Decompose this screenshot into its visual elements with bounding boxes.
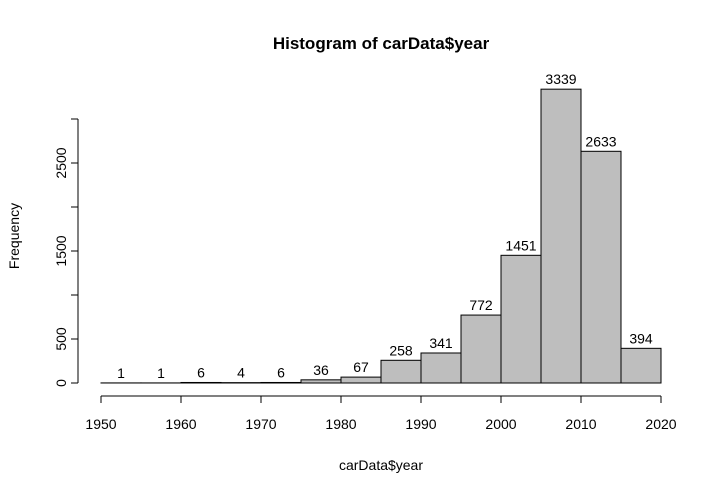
y-tick-label: 0 — [53, 379, 69, 387]
bar-data-label: 6 — [277, 364, 285, 380]
histogram-bar — [500, 254, 542, 384]
bar-data-label: 1 — [117, 365, 125, 381]
x-tick-label: 1950 — [85, 416, 116, 432]
bar-data-label: 67 — [353, 359, 369, 375]
x-tick-label: 2000 — [485, 416, 516, 432]
bar-data-label: 36 — [313, 362, 329, 378]
x-tick-label: 1990 — [405, 416, 436, 432]
x-tick-label: 1980 — [325, 416, 356, 432]
bar-data-label: 1451 — [505, 237, 536, 253]
x-tick-label: 2020 — [645, 416, 676, 432]
bars-group — [100, 88, 662, 384]
bar-data-label: 394 — [629, 330, 653, 346]
bar-data-label: 341 — [429, 335, 453, 351]
y-axis-label: Frequency — [6, 203, 22, 269]
histogram-bar — [340, 376, 382, 384]
y-tick-label: 2500 — [53, 147, 69, 178]
x-axis: 1950 1960 1970 1980 1990 2000 2010 2020 — [85, 395, 677, 432]
data-labels-group: 1 1 6 4 6 36 67 258 341 772 1451 3339 2633 394 — [117, 71, 653, 381]
x-tick-label: 2010 — [565, 416, 596, 432]
bar-data-label: 4 — [237, 365, 245, 381]
x-axis-label: carData$year — [339, 457, 423, 473]
histogram-bar — [300, 379, 342, 384]
bar-data-label: 6 — [197, 364, 205, 380]
histogram-bar — [260, 381, 302, 384]
x-tick-label: 1970 — [245, 416, 276, 432]
y-axis: 0 500 1500 2500 — [53, 118, 79, 387]
y-tick-label: 1500 — [53, 235, 69, 266]
histogram-bar — [620, 347, 662, 384]
bar-data-label: 2633 — [585, 133, 616, 149]
x-tick-label: 1960 — [165, 416, 196, 432]
histogram-bar — [420, 352, 462, 384]
histogram-bar — [180, 381, 222, 384]
bar-data-label: 772 — [469, 297, 493, 313]
histogram-bar — [460, 314, 502, 384]
bar-data-label: 3339 — [545, 71, 576, 87]
histogram-bar — [540, 88, 582, 384]
bar-data-label: 258 — [389, 342, 413, 358]
histogram-bar — [380, 359, 422, 384]
chart-title: Histogram of carData$year — [273, 34, 490, 53]
bar-data-label: 1 — [157, 365, 165, 381]
histogram-bar — [580, 150, 622, 384]
y-tick-label: 500 — [53, 327, 69, 351]
